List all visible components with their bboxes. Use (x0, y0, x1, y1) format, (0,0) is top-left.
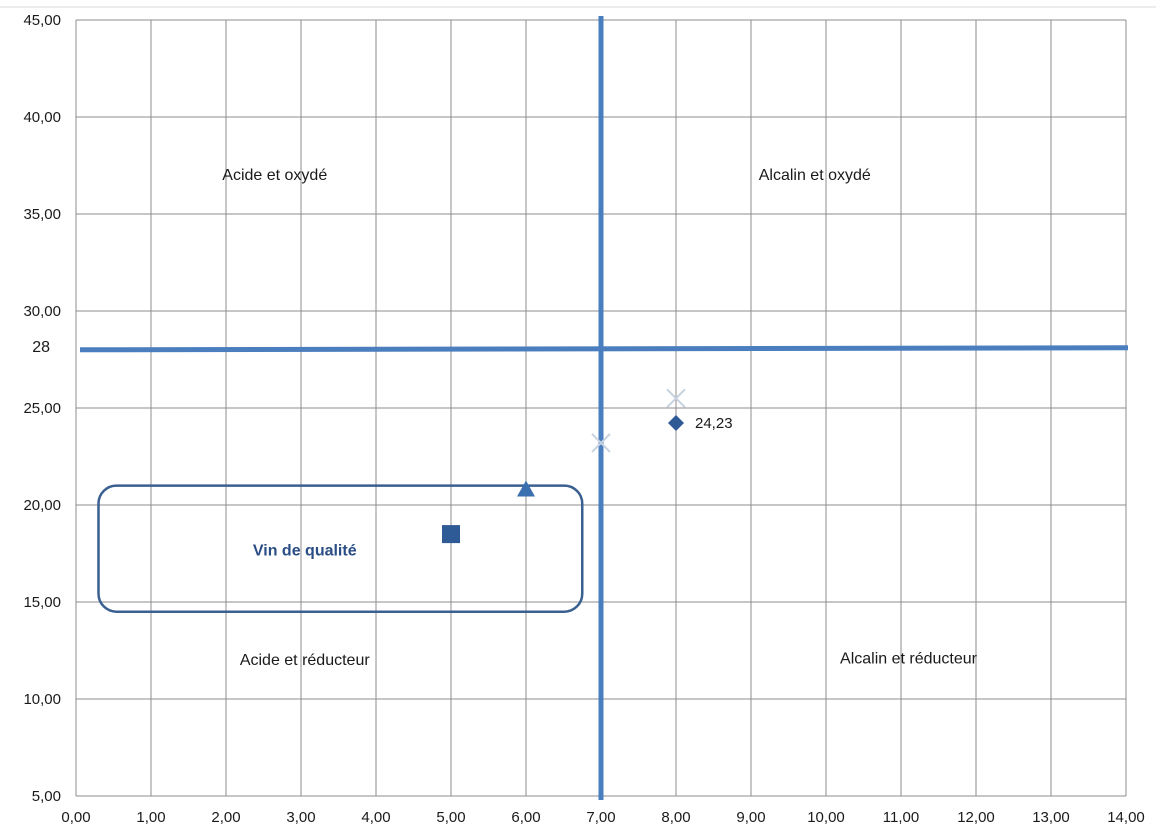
annotation-layer: Acide et oxydé Alcalin et oxydé Acide et r… (222, 167, 977, 669)
region-label: Alcalin et oxydé (759, 167, 871, 184)
x-tick-label: 6,00 (511, 809, 540, 826)
x-tick-label: 13,00 (1032, 809, 1070, 826)
point-layer: 24,23 (442, 388, 733, 544)
x-tick-label: 14,00 (1107, 809, 1145, 826)
x-tick-label: 2,00 (211, 809, 240, 826)
quality-box (97, 484, 584, 613)
y-tick-label: 5,00 (32, 788, 61, 805)
y-tick-label: 25,00 (23, 400, 61, 417)
x-tick-label: 5,00 (436, 809, 465, 826)
y-tick-label: 40,00 (23, 109, 61, 126)
y-tick-label: 20,00 (23, 497, 61, 514)
data-point-x-stroke (591, 433, 611, 453)
data-point-x (666, 388, 686, 409)
horizontal-reference-line (79, 345, 1129, 353)
x-tick-label: 1,00 (136, 809, 165, 826)
horizontal-reference-label: 28 (32, 339, 50, 356)
data-point-x (591, 433, 611, 453)
x-tick-label: 11,00 (883, 809, 919, 826)
region-label: Acide et réducteur (240, 652, 371, 669)
data-point-triangle (517, 480, 535, 497)
region-label: Acide et oxydé (222, 167, 327, 184)
x-tick-label: 12,00 (957, 809, 995, 826)
x-tick-label: 8,00 (661, 809, 690, 826)
x-tick-label: 7,00 (586, 809, 615, 826)
x-tick-label: 10,00 (807, 809, 845, 826)
x-tick-label: 3,00 (286, 809, 315, 826)
x-tick-label: 4,00 (361, 809, 390, 826)
region-label: Alcalin et réducteur (840, 650, 978, 667)
quality-box-label: Vin de qualité (253, 543, 357, 560)
data-point-square (442, 525, 460, 544)
reference-lines-layer: 28 (32, 16, 1129, 800)
quality-box-layer: Vin de qualité (97, 484, 584, 613)
y-tick-label: 10,00 (23, 691, 61, 708)
tick-layer: 0,00 1,00 2,00 3,00 4,00 5,00 6,00 7,00 8,00 9,00… (23, 12, 1144, 826)
y-tick-label: 45,00 (23, 12, 61, 29)
data-label: 24,23 (695, 415, 733, 432)
x-tick-label: 0,00 (61, 809, 90, 826)
data-point-diamond (668, 414, 684, 431)
y-tick-label: 30,00 (23, 303, 61, 320)
x-tick-label: 9,00 (736, 809, 765, 826)
y-tick-label: 35,00 (23, 206, 61, 223)
data-point-x-stroke (666, 388, 686, 409)
y-tick-label: 15,00 (23, 594, 61, 611)
